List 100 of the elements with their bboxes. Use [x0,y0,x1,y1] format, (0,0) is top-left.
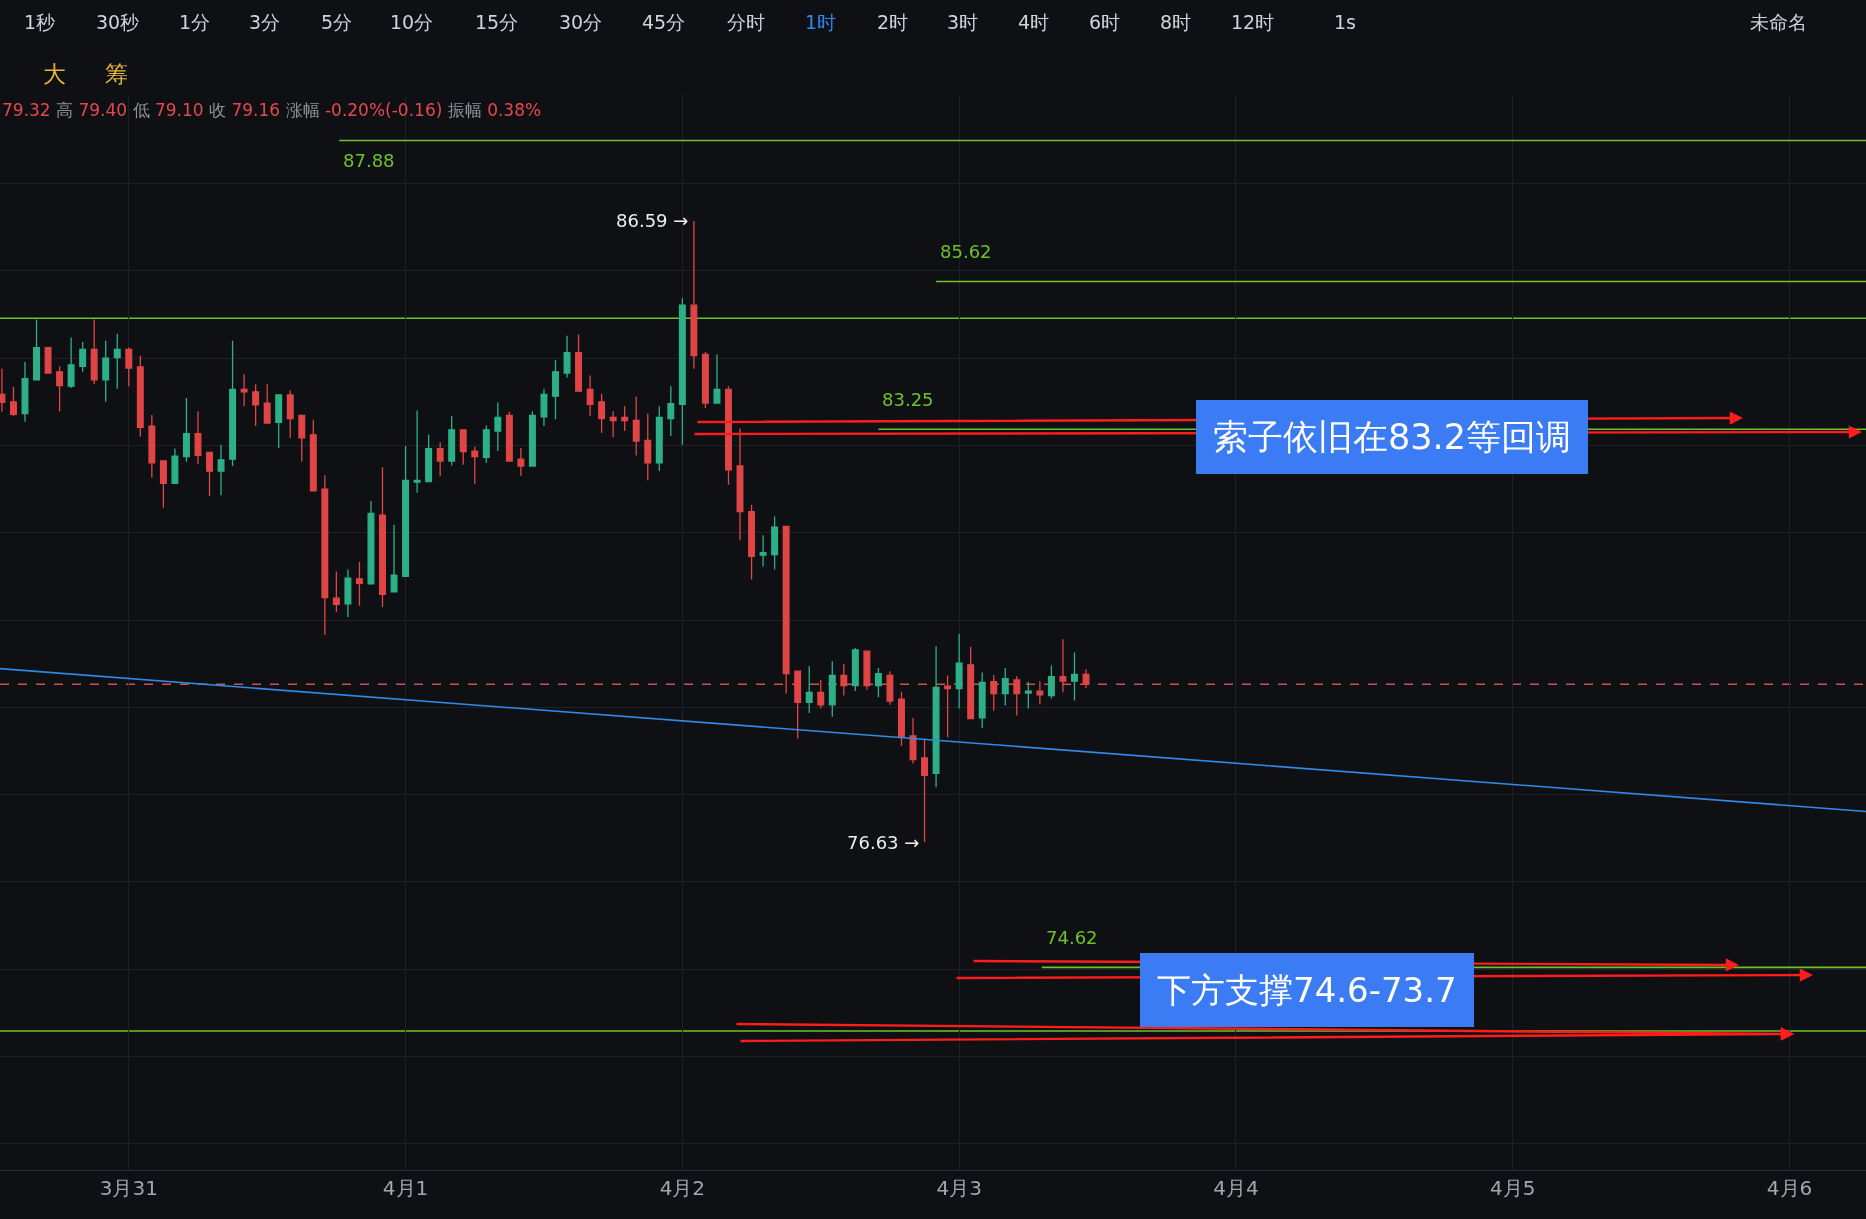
text: 1秒 [24,11,56,33]
candlestick [552,359,559,420]
candlestick [79,341,87,373]
text: 1时 [805,11,837,33]
candlestick [56,365,64,412]
candlestick [736,427,744,541]
candlestick [1082,668,1090,689]
candlestick [159,460,167,509]
data-label: 85.62 [940,241,992,262]
candlestick [471,446,479,485]
candlestick [206,451,213,497]
candlestick [586,374,594,417]
annotation: 76.63 → [847,832,920,853]
candlestick [655,405,663,472]
candlestick [321,474,329,636]
data-label: 74.62 [1046,927,1098,948]
candlestick [932,645,940,788]
candlestick [782,525,790,695]
candlestick [1070,651,1078,702]
candlestick [632,396,640,457]
candlestick [667,385,675,437]
candlestick [33,318,40,381]
text: 未命名 [1750,11,1807,33]
text: 5分 [321,11,353,33]
candlestick [379,466,386,608]
candlestick [102,340,110,403]
x-tick-label: 3月31 [99,1176,158,1200]
candlestick [1013,675,1021,717]
candlestick [482,424,490,464]
candlestick [713,353,721,404]
text: 12时 [1231,11,1275,33]
candlestick [425,434,433,483]
text: 1s [1334,11,1356,33]
candlestick [182,397,190,463]
text: 筹 [105,61,128,87]
candlestick [575,333,583,392]
data-label: 83.25 [882,389,934,410]
candlestick [1047,664,1055,700]
candlestick [9,386,17,417]
text: 4时 [1018,11,1050,33]
candlestick [840,663,848,697]
text: 30秒 [96,11,140,33]
candlestick [609,410,617,438]
text: 10分 [390,11,434,33]
candlestick [459,429,467,466]
candlestick [828,660,836,718]
text: 2时 [877,11,909,33]
candlestick [805,665,813,714]
text: 分时 [727,11,765,33]
candlestick [563,335,571,379]
candlestick [402,445,410,578]
candlestick [344,568,352,618]
x-tick-label: 4月6 [1766,1176,1813,1200]
text: 79.32 高 79.40 低 79.10 收 79.16 涨幅 -0.20%(-0.16) 振幅 0.38% [2,100,542,120]
candlestick [794,670,802,740]
candlestick [898,691,905,747]
candlestick [413,409,421,494]
candlestick [851,647,859,692]
candlestick [229,340,237,467]
candlestick [21,361,29,423]
candlestick [136,354,144,438]
candlestick [125,346,133,387]
candlestick [725,385,732,486]
candlestick [955,633,963,710]
candlestick [390,523,398,593]
candlestick [644,412,652,481]
candlestick [759,534,767,568]
candlestick [967,646,975,720]
text: 3分 [249,11,281,33]
candlestick [748,504,756,581]
x-tick-label: 4月4 [1213,1176,1259,1200]
annotation: 下方支撑74.6-73.7 [1157,970,1457,1010]
candlestick [990,674,998,712]
x-tick-label: 4月2 [659,1176,706,1200]
text: 6时 [1089,11,1121,33]
candlestick [874,667,882,698]
candlestick [771,515,779,571]
candlestick [217,444,225,496]
candlestick [275,394,283,449]
candlestick [240,373,248,407]
text: 大 [43,61,66,87]
text: 15分 [475,11,519,33]
candlestick [540,388,548,427]
candlestick [436,441,444,477]
candlestick [1024,681,1032,710]
data-label: 87.88 [343,150,395,171]
candlestick [298,414,306,463]
candlestick [263,383,271,425]
candlestick [494,401,502,452]
text: 30分 [559,11,603,33]
candlestick [817,679,825,710]
text: 3时 [947,11,979,33]
candlestick [921,737,929,843]
candlestick [701,351,709,409]
candlestick [528,410,536,467]
candlestick [944,674,952,738]
candlestick [90,318,98,385]
candlestick [194,410,202,465]
candlestick [690,220,698,370]
candlestick [171,447,179,485]
